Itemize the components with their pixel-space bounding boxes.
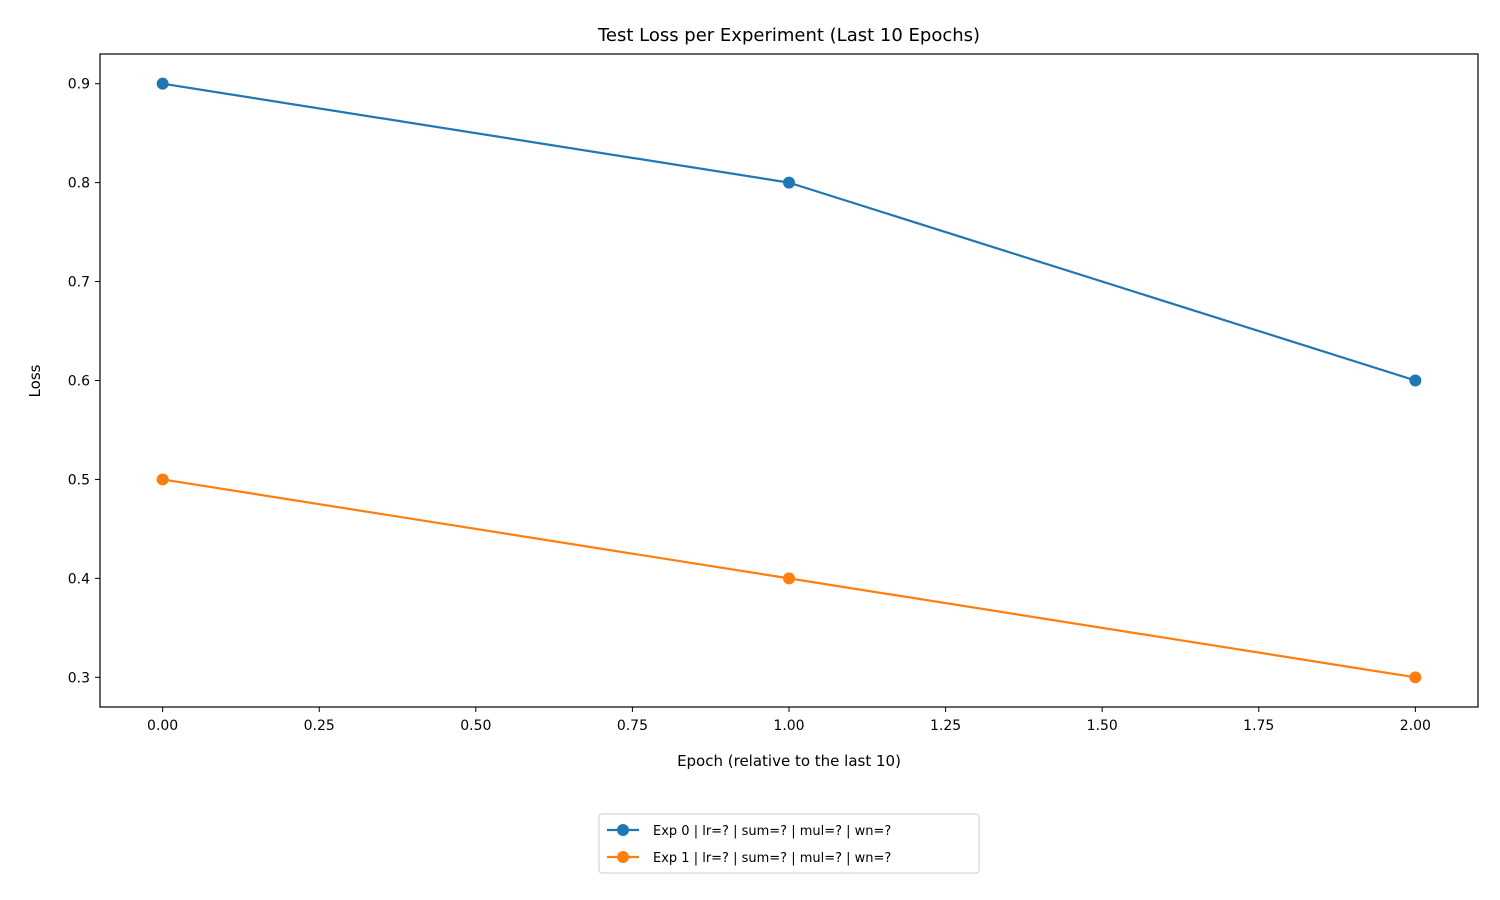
x-axis-label: Epoch (relative to the last 10) xyxy=(677,752,901,770)
data-point-exp-1 xyxy=(156,473,169,486)
x-tick-label: 1.50 xyxy=(1087,718,1118,734)
data-point-exp-1 xyxy=(1409,671,1422,684)
data-point-exp-1 xyxy=(783,572,795,585)
legend-label-exp-1: Exp 1 | lr=? | sum=? | mul=? | wn=? xyxy=(653,851,891,866)
x-tick-label: 0.50 xyxy=(460,718,491,734)
x-tick-label: 1.00 xyxy=(773,718,804,734)
y-tick-label: 0.5 xyxy=(68,472,90,488)
plot-frame xyxy=(99,53,1479,708)
y-tick-label: 0.7 xyxy=(68,275,90,291)
x-tick-label: 1.25 xyxy=(930,718,961,734)
data-point-exp-0 xyxy=(156,77,169,90)
x-tick-label: 1.75 xyxy=(1243,718,1274,734)
legend-marker-exp-1 xyxy=(617,851,629,863)
y-axis-label: Loss xyxy=(26,364,44,397)
legend-label-exp-0: Exp 0 | lr=? | sum=? | mul=? | wn=? xyxy=(653,824,891,839)
data-point-exp-0 xyxy=(1409,374,1422,387)
y-tick-label: 0.3 xyxy=(68,670,90,686)
data-point-exp-0 xyxy=(783,176,795,189)
series-line-exp-0 xyxy=(162,82,1416,382)
legend-marker-exp-0 xyxy=(617,824,629,836)
x-tick-label: 0.75 xyxy=(617,718,648,734)
y-tick-label: 0.4 xyxy=(68,571,90,587)
axes: 0.00 0.25 0.50 0.75 1.00 1.25 1.50 1.75 2.00 0.3 0… xyxy=(68,77,1431,734)
y-tick-label: 0.9 xyxy=(68,77,90,93)
x-tick-label: 2.00 xyxy=(1400,718,1431,734)
legend-box xyxy=(598,813,980,874)
chart-title: Test Loss per Experiment (Last 10 Epochs… xyxy=(597,25,980,46)
plot-series xyxy=(156,77,1422,684)
y-tick-label: 0.8 xyxy=(68,176,90,192)
x-tick-label: 0.25 xyxy=(304,718,335,734)
y-tick-label: 0.6 xyxy=(68,374,90,390)
x-tick-label: 0.00 xyxy=(147,718,178,734)
legend: Exp 0 | lr=? | sum=? | mul=? | wn=? Exp 1… xyxy=(598,813,980,874)
